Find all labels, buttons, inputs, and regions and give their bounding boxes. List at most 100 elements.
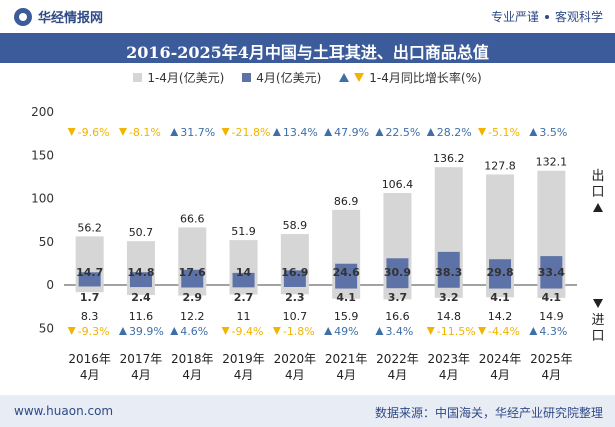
export-growth-up-icon (375, 128, 384, 136)
y-tick-label: 50 (39, 235, 54, 249)
export-month-bar (181, 269, 204, 285)
export-growth-up-icon (324, 128, 333, 136)
brand-name: 华经情报网 (38, 11, 104, 26)
import-cumulative-label: 14.2 (488, 310, 513, 323)
import-month-bar (129, 285, 152, 288)
footer-website[interactable]: www.huaon.com (14, 404, 114, 418)
x-tick-label-month: 4月 (285, 368, 305, 382)
import-growth-down-icon (67, 327, 76, 335)
import-growth-up-icon (324, 327, 333, 335)
export-growth-label: 13.4% (283, 126, 318, 139)
import-growth-label: 4.3% (539, 325, 567, 338)
triangle-up-icon (339, 72, 350, 82)
export-month-label: 14 (236, 266, 252, 279)
export-month-label: 33.4 (538, 266, 565, 279)
triangle-down-icon (354, 72, 365, 82)
export-cumulative-label: 50.7 (129, 226, 154, 239)
x-tick-label-month: 4月 (182, 368, 202, 382)
export-cumulative-label: 66.6 (180, 212, 205, 225)
import-growth-label: 39.9% (129, 325, 164, 338)
legend-item-month: 4月(亿美元) (242, 67, 321, 87)
export-cumulative-label: 136.2 (433, 152, 465, 165)
export-growth-label: -5.1% (488, 126, 520, 139)
import-month-bar (232, 285, 255, 288)
x-tick-label-month: 4月 (336, 368, 356, 382)
export-growth-up-icon (272, 128, 281, 136)
export-growth-down-icon (478, 128, 487, 136)
import-month-label: 2.3 (285, 291, 305, 304)
legend-label-month: 4月(亿美元) (256, 70, 322, 85)
import-growth-up-icon (529, 327, 538, 335)
side-arrow-up-icon (593, 203, 603, 212)
export-month-bar (129, 272, 152, 285)
import-cumulative-label: 11 (237, 310, 251, 323)
export-month-label: 24.6 (333, 266, 360, 279)
export-month-label: 38.3 (435, 266, 462, 279)
import-month-label: 4.1 (490, 291, 510, 304)
y-tick-label: 50 (39, 321, 54, 335)
export-cumulative-label: 51.9 (231, 225, 256, 238)
import-growth-up-icon (118, 327, 127, 335)
x-tick-label-year: 2017年 (120, 352, 163, 366)
import-month-label: 2.4 (131, 291, 151, 304)
import-month-bar (78, 285, 101, 287)
export-growth-label: 28.2% (437, 126, 472, 139)
legend-label-cumulative: 1-4月(亿美元) (147, 70, 225, 85)
import-growth-label: -11.5% (437, 325, 476, 338)
x-tick-label-month: 4月 (131, 368, 151, 382)
side-arrow-down-icon (593, 299, 603, 308)
import-cumulative-label: 14.9 (539, 310, 564, 323)
legend-swatch-cumulative (133, 72, 143, 82)
import-month-label: 3.2 (439, 291, 459, 304)
export-growth-label: 22.5% (385, 126, 420, 139)
export-month-label: 17.6 (179, 266, 206, 279)
export-month-bar (437, 251, 460, 285)
x-tick-label-month: 4月 (388, 368, 408, 382)
export-month-label: 16.9 (281, 266, 308, 279)
import-cumulative-label: 12.2 (180, 310, 205, 323)
side-label-export: 出 (591, 169, 604, 184)
y-tick-label: 100 (31, 192, 54, 206)
import-cumulative-bar (178, 285, 207, 296)
import-cumulative-bar (75, 285, 104, 293)
side-label-import: 口 (591, 329, 604, 344)
x-tick-label-month: 4月 (234, 368, 254, 382)
export-cumulative-label: 56.2 (77, 221, 102, 234)
x-tick-label-year: 2016年 (68, 352, 111, 366)
import-growth-down-icon (221, 327, 230, 335)
import-growth-label: -1.8% (283, 325, 315, 338)
slogan-right: 客观科学 (554, 10, 603, 24)
brand-logo-icon (14, 7, 32, 26)
import-month-bar (540, 285, 563, 289)
x-tick-label-year: 2018年 (171, 352, 214, 366)
export-month-bar (489, 259, 512, 285)
x-tick-label-month: 4月 (490, 368, 510, 382)
import-month-label: 2.9 (183, 291, 203, 304)
export-growth-label: -8.1% (129, 126, 161, 139)
y-tick-label: 150 (31, 148, 54, 162)
export-growth-label: 3.5% (539, 126, 567, 139)
legend: 1-4月(亿美元) 4月(亿美元) 1-4月同比增长率(%) (0, 67, 615, 87)
import-cumulative-label: 10.7 (283, 310, 308, 323)
import-month-label: 3.7 (388, 291, 408, 304)
brand[interactable]: 华经情报网 (14, 7, 103, 26)
x-tick-label-year: 2025年 (530, 352, 573, 366)
x-tick-label-year: 2019年 (222, 352, 265, 366)
import-month-bar (489, 285, 512, 289)
export-month-bar (232, 272, 255, 285)
export-month-label: 29.8 (486, 266, 513, 279)
chart-title: 2016-2025年4月中国与土耳其进、出口商品总值 (126, 43, 489, 62)
import-cumulative-bar (383, 285, 412, 300)
export-month-label: 14.7 (76, 266, 103, 279)
import-month-label: 2.7 (234, 291, 254, 304)
export-month-bar (540, 256, 563, 285)
import-growth-down-icon (426, 327, 435, 335)
import-month-bar (181, 285, 204, 288)
import-cumulative-label: 11.6 (129, 310, 154, 323)
import-cumulative-label: 15.9 (334, 310, 359, 323)
import-growth-up-icon (170, 327, 179, 335)
x-tick-label-year: 2023年 (427, 352, 470, 366)
import-growth-label: -4.4% (488, 325, 520, 338)
export-cumulative-label: 127.8 (484, 159, 516, 172)
footer-source: 数据来源：中国海关，华经产业研究院整理 (374, 406, 603, 420)
